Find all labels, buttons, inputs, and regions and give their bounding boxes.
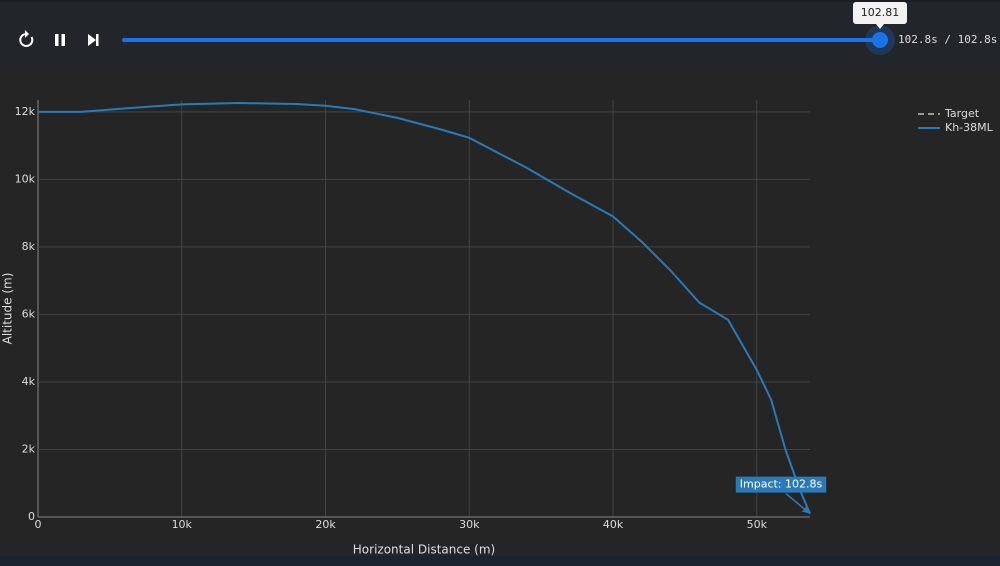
legend-label[interactable]: Kh-38ML [945,121,994,134]
slider-fill [122,38,880,42]
pause-button[interactable] [55,34,65,46]
x-tick-label: 40k [603,518,624,531]
replay-button[interactable] [19,30,34,47]
y-tick-label: 12k [15,105,36,118]
slider-thumb[interactable] [872,32,888,48]
chart: 0 10k 20k 30k 40k 50k 0 2k 4k 6k 8k 10k 12k Horizonta… [1,100,994,557]
player-controls: 102.8s / 102.8s 102.81 [19,2,997,55]
x-tick-label: 10k [172,518,193,531]
x-tick-label: 30k [459,518,480,531]
player-bar: 102.8s / 102.8s 102.81 [0,0,1000,66]
skip-button[interactable] [88,34,99,46]
slider-tooltip-pointer [876,24,884,29]
y-axis-title: Altitude (m) [1,273,15,345]
x-tick-label: 0 [35,518,42,531]
y-tick-label: 6k [22,307,36,320]
y-tick-label: 8k [22,240,36,253]
annotation-text: Impact: 102.8s [740,478,823,491]
y-tick-label: 4k [22,375,36,388]
y-tick-label: 0 [28,510,35,523]
series-line [38,102,811,515]
slider-tooltip-box [853,2,907,24]
slider-tooltip: 102.81 [861,6,900,19]
annotation-box [735,476,827,493]
y-tick-label: 10k [15,172,36,185]
footer-strip [0,556,1000,566]
time-display: 102.8s / 102.8s [898,33,997,46]
annotation-arrowhead [802,505,810,514]
x-tick-label: 20k [315,518,336,531]
x-tick-label: 50k [747,518,768,531]
x-axis-title: Horizontal Distance (m) [353,543,495,557]
y-tick-label: 2k [22,442,36,455]
legend-label[interactable]: Target [944,107,980,120]
